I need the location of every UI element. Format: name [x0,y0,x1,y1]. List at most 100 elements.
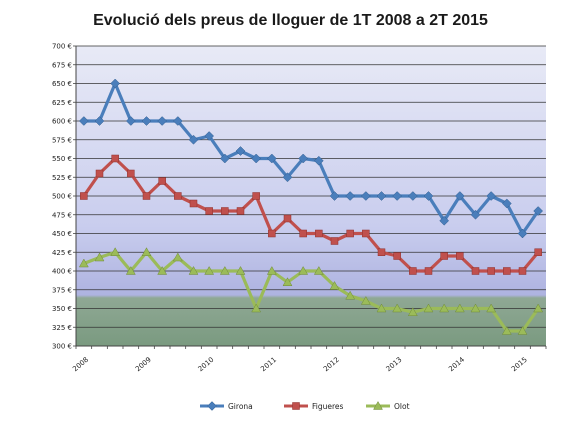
data-point-olot [125,265,136,275]
y-tick-label: 400 € [52,268,72,276]
data-point-girona [172,116,183,126]
data-point-girona [251,153,262,164]
data-point-olot [345,290,356,300]
data-point-girona [345,191,356,201]
y-tick-label: 575 € [52,136,72,144]
data-point-figueres [518,267,527,275]
legend-marker-girona [207,401,217,411]
data-point-olot [251,303,262,313]
y-tick-label: 425 € [52,249,72,257]
series-olot [78,247,544,335]
data-point-figueres [236,207,245,215]
y-tick-label: 475 € [52,211,72,219]
data-point-girona [486,191,497,201]
x-tick-label: 2015 [510,356,529,374]
data-point-girona [282,172,293,183]
data-point-girona [360,191,371,201]
data-point-girona [329,191,340,201]
x-tick-label: 2014 [447,355,466,373]
legend-label-girona: Girona [228,402,253,411]
legend-label-olot: Olot [394,402,410,411]
data-point-figueres [362,229,370,238]
legend-label-figueres: Figueres [312,402,344,411]
data-point-figueres [111,154,119,163]
data-point-olot [298,265,309,275]
x-tick-label: 2011 [259,356,278,374]
y-tick-label: 700 € [52,43,72,51]
data-point-girona [141,116,152,126]
data-point-olot [360,295,371,305]
data-point-figueres [158,177,166,185]
data-point-olot [407,307,418,316]
data-point-olot [470,303,481,313]
data-point-olot [94,252,105,262]
series-figueres [80,154,542,275]
data-point-olot [172,252,183,262]
y-tick-label: 325 € [52,324,72,332]
data-point-olot [423,303,434,313]
data-point-figueres [252,192,260,200]
data-point-girona [125,116,136,126]
x-tick-label: 2010 [197,356,216,374]
x-tick-label: 2008 [71,356,90,374]
data-point-girona [94,116,105,126]
data-point-girona [439,215,450,226]
data-point-figueres [424,267,433,275]
data-point-girona [470,209,481,220]
data-point-olot [454,303,465,313]
data-point-girona [517,228,528,239]
data-point-figueres [471,267,480,275]
data-point-olot [157,265,168,275]
data-point-olot [486,303,497,313]
data-point-girona [219,153,230,164]
data-point-girona [78,116,89,126]
data-point-figueres [487,267,495,275]
data-point-girona [423,191,434,201]
data-point-olot [501,325,512,335]
data-point-olot [533,303,544,313]
data-point-figueres [346,229,354,238]
y-tick-label: 375 € [52,286,72,294]
data-point-olot [392,303,403,313]
legend-marker-olot [373,400,383,410]
data-point-figueres [503,267,511,275]
data-point-olot [517,325,528,335]
series-girona [78,78,544,239]
data-point-olot [110,247,121,256]
data-point-figueres [534,248,542,256]
y-tick-label: 625 € [52,99,72,107]
data-point-figueres [393,252,401,260]
data-point-girona [313,155,324,166]
data-point-figueres [440,252,448,260]
y-tick-label: 500 € [52,193,72,201]
data-point-figueres [142,192,151,200]
data-point-figueres [377,248,386,256]
data-point-olot [204,265,215,275]
y-tick-label: 350 € [52,305,72,313]
data-point-olot [78,258,89,268]
data-point-girona [188,134,199,145]
data-point-olot [376,303,387,313]
data-point-girona [533,206,544,216]
data-point-girona [110,78,121,89]
legend-marker-figueres [292,402,300,410]
y-tick-label: 675 € [52,61,72,69]
y-tick-label: 450 € [52,230,72,238]
data-point-olot [235,265,246,275]
data-point-girona [298,153,309,164]
data-point-figueres [330,237,339,245]
data-point-figueres [283,214,292,223]
data-point-figueres [221,207,229,215]
data-point-figueres [456,252,464,260]
data-point-figueres [174,192,182,200]
data-point-figueres [268,229,276,238]
data-point-olot [282,277,293,286]
chart-title: Evolució dels preus de lloguer de 1T 200… [93,12,488,29]
data-point-figueres [95,169,104,178]
data-point-olot [219,265,230,275]
data-point-girona [376,191,387,201]
data-point-figueres [315,229,323,238]
data-point-olot [313,265,324,275]
data-point-girona [392,191,403,201]
